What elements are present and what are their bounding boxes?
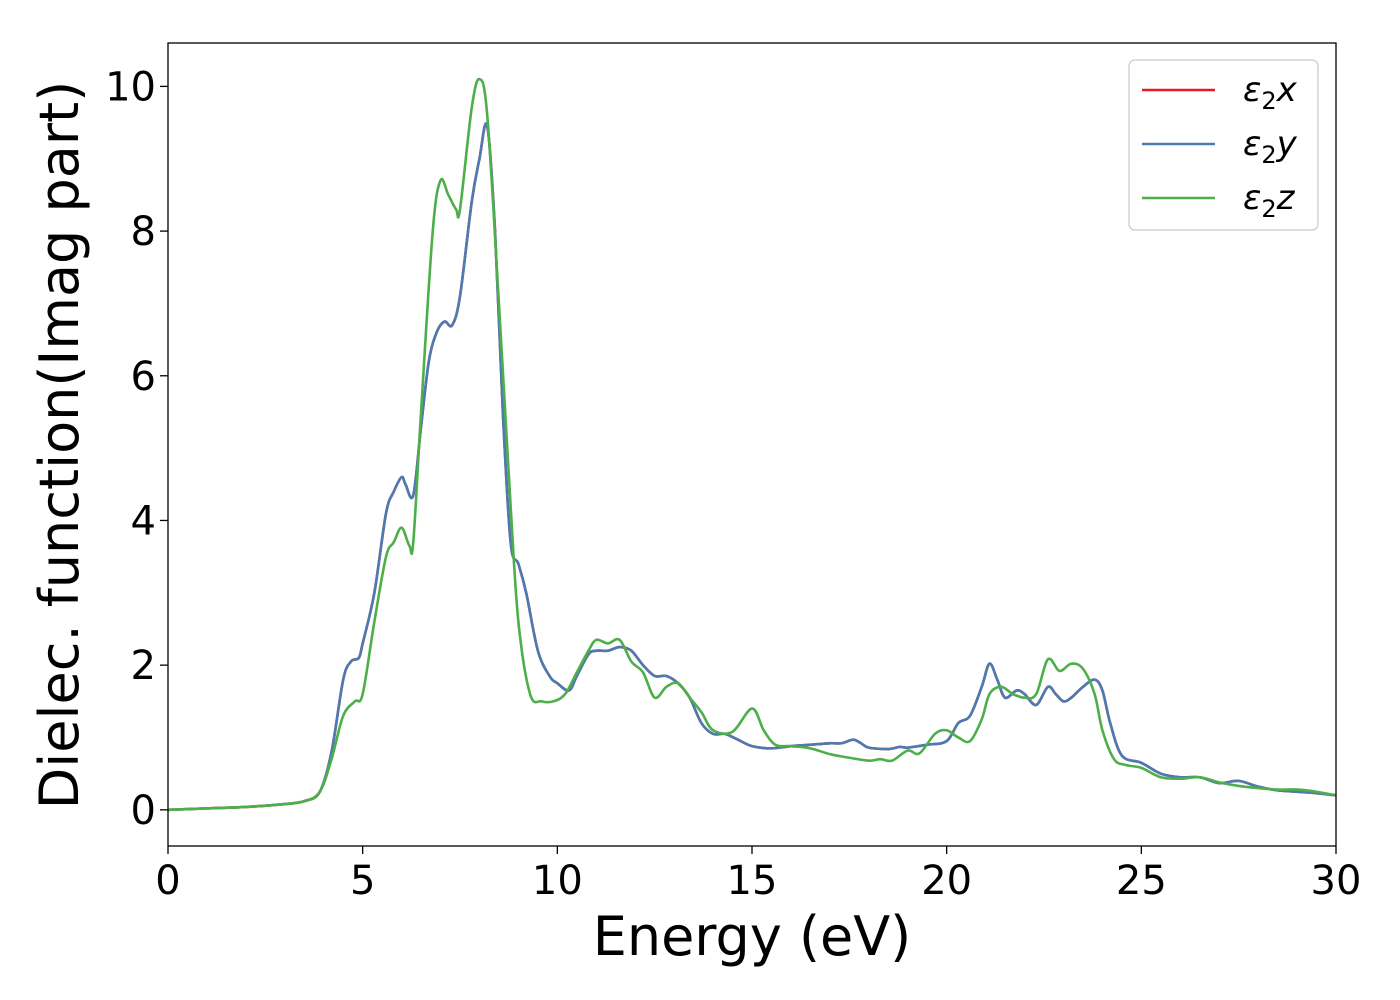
x-tick-label: 30 (1311, 858, 1362, 904)
y-tick-label: 0 (131, 788, 156, 834)
legend-label-y: ε2y (1243, 124, 1298, 169)
y-axis-title: Dielec. function(Imag part) (28, 81, 91, 810)
series-layer (168, 77, 1336, 812)
legend-box (1128, 59, 1319, 231)
legend: ε2x ε2y ε2z (1128, 59, 1319, 231)
y-tick-label: 2 (131, 643, 156, 689)
x-axis-title: Energy (eV) (593, 905, 912, 968)
legend-label-x: ε2x (1243, 70, 1298, 115)
x-tick-label: 0 (155, 858, 180, 904)
x-tick-label: 20 (921, 858, 972, 904)
x-tick-label: 15 (727, 858, 778, 904)
x-tick-label: 5 (350, 858, 375, 904)
x-axis: 0 5 10 15 20 25 30 (155, 846, 1361, 904)
y-tick-label: 6 (131, 354, 156, 400)
y-tick-label: 10 (105, 64, 156, 110)
y-tick-label: 4 (131, 498, 156, 544)
y-axis: 0 2 4 6 8 10 (105, 64, 168, 834)
x-tick-label: 10 (532, 858, 583, 904)
x-tick-label: 25 (1116, 858, 1167, 904)
y-tick-label: 8 (131, 209, 156, 255)
legend-label-z: ε2z (1243, 178, 1296, 223)
series-line-z (168, 77, 1336, 812)
